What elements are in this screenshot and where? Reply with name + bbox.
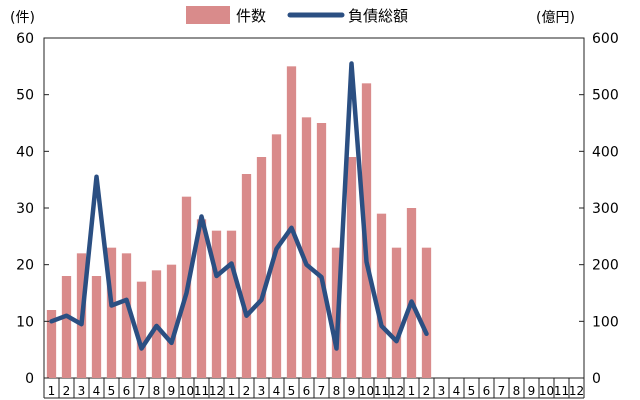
x-tick-label: 3 [258, 384, 266, 398]
x-tick-label: 11 [554, 384, 569, 398]
x-tick-label: 9 [528, 384, 536, 398]
x-tick-label: 4 [273, 384, 281, 398]
x-tick-label: 6 [303, 384, 311, 398]
left-tick-label: 20 [16, 258, 34, 274]
right-tick-label: 0 [592, 371, 601, 387]
x-tick-label: 1 [228, 384, 236, 398]
x-tick-label: 12 [209, 384, 224, 398]
x-tick-label: 2 [63, 384, 71, 398]
x-tick-label: 10 [179, 384, 194, 398]
bar-5 [106, 247, 117, 378]
x-tick-label: 1 [48, 384, 56, 398]
bar-25 [406, 208, 417, 378]
x-tick-label: 5 [468, 384, 476, 398]
bar-series [46, 66, 432, 378]
bar-7 [136, 281, 147, 378]
x-tick-label: 6 [483, 384, 491, 398]
x-tick-label: 10 [359, 384, 374, 398]
left-tick-label: 30 [16, 201, 34, 217]
right-tick-label: 200 [592, 258, 619, 274]
right-tick-label: 500 [592, 88, 619, 104]
legend-bar-label: 件数 [236, 7, 266, 25]
left-tick-label: 50 [16, 88, 34, 104]
bar-21 [346, 157, 357, 378]
legend-line-label: 負債総額 [348, 7, 408, 25]
left-tick-label: 10 [16, 314, 34, 330]
x-tick-label: 11 [194, 384, 209, 398]
left-tick-label: 40 [16, 144, 34, 160]
bar-4 [91, 276, 102, 378]
x-tick-label: 2 [423, 384, 431, 398]
x-tick-label: 9 [168, 384, 176, 398]
left-axis-label: (件) [10, 10, 35, 26]
x-tick-label: 8 [513, 384, 521, 398]
x-tick-label: 3 [78, 384, 86, 398]
x-tick-label: 12 [569, 384, 584, 398]
right-axis-label: (億円) [536, 10, 575, 26]
bar-26 [421, 247, 432, 378]
x-tick-label: 12 [389, 384, 404, 398]
bar-12 [211, 230, 222, 378]
x-tick-label: 7 [318, 384, 326, 398]
bar-2 [61, 276, 72, 378]
x-tick-label: 2 [243, 384, 251, 398]
x-tick-label: 9 [348, 384, 356, 398]
bar-23 [376, 213, 387, 378]
bar-11 [196, 219, 207, 378]
debt-line [49, 61, 429, 351]
x-tick-label: 8 [153, 384, 161, 398]
bar-24 [391, 247, 402, 378]
x-tick-label: 6 [123, 384, 131, 398]
x-tick-label: 3 [438, 384, 446, 398]
line-series [49, 61, 429, 351]
left-tick-label: 0 [25, 371, 34, 387]
bar-13 [226, 230, 237, 378]
legend: 件数 負債総額 [186, 6, 408, 25]
bar-6 [121, 253, 132, 378]
x-tick-label: 1 [408, 384, 416, 398]
right-tick-label: 600 [592, 31, 619, 47]
right-tick-label: 100 [592, 314, 619, 330]
bar-14 [241, 174, 252, 378]
bar-19 [316, 123, 327, 378]
bar-22 [361, 83, 372, 378]
x-tick-label: 7 [138, 384, 146, 398]
left-tick-label: 60 [16, 31, 34, 47]
legend-bar-swatch [186, 6, 230, 24]
x-tick-label: 5 [288, 384, 296, 398]
bar-15 [256, 157, 267, 378]
right-tick-label: 300 [592, 201, 619, 217]
x-tick-label: 8 [333, 384, 341, 398]
x-tick-label: 7 [498, 384, 506, 398]
right-tick-label: 400 [592, 144, 619, 160]
x-tick-label: 11 [374, 384, 389, 398]
bar-9 [166, 264, 177, 378]
x-tick-label: 4 [93, 384, 101, 398]
bar-1 [46, 310, 57, 378]
x-tick-label: 10 [539, 384, 554, 398]
bar-18 [301, 117, 312, 378]
x-tick-label: 5 [108, 384, 116, 398]
bar-17 [286, 66, 297, 378]
x-tick-label: 4 [453, 384, 461, 398]
